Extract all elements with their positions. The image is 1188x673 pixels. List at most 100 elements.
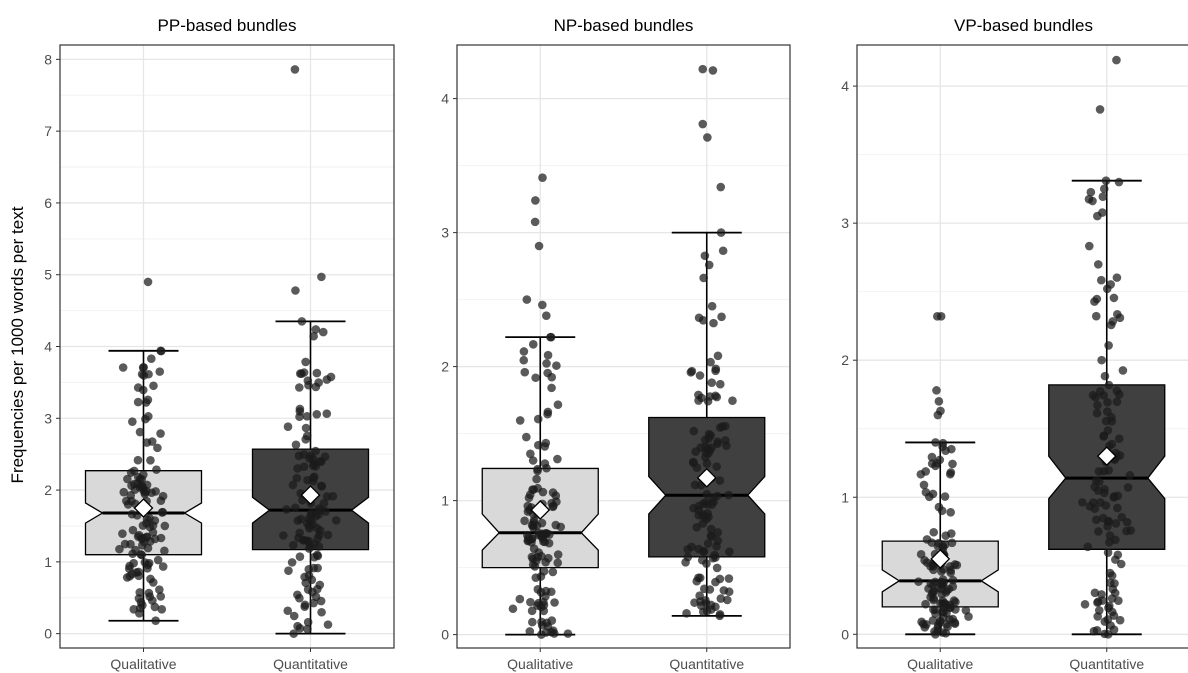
data-point: [543, 407, 553, 417]
data-point: [1114, 390, 1124, 399]
outlier-point: [538, 300, 547, 310]
data-point: [943, 622, 952, 632]
data-point: [713, 437, 722, 447]
data-point: [528, 456, 538, 465]
data-point: [715, 476, 725, 485]
data-point: [297, 317, 307, 326]
data-point: [537, 620, 547, 630]
outlier-point: [708, 66, 718, 75]
data-point: [284, 566, 293, 576]
data-point: [142, 438, 152, 447]
data-point: [155, 367, 165, 376]
data-point: [1114, 434, 1124, 443]
data-point: [323, 530, 333, 540]
data-point: [544, 553, 553, 563]
data-point: [728, 396, 737, 406]
data-point: [707, 378, 717, 387]
data-point: [1111, 519, 1121, 528]
data-point: [133, 455, 143, 465]
data-point: [1122, 517, 1132, 527]
data-point: [697, 555, 707, 565]
data-point: [701, 442, 710, 451]
data-point: [1091, 311, 1101, 321]
data-point: [312, 550, 322, 560]
data-point: [1104, 380, 1114, 390]
data-point: [914, 577, 923, 586]
y-tick-label: 6: [44, 195, 52, 211]
data-point: [322, 492, 332, 501]
data-point: [716, 594, 726, 603]
data-point: [713, 528, 723, 537]
mean-marker: [300, 485, 321, 506]
x-tick-label-quantitative: Quantitative: [669, 656, 744, 672]
data-point: [703, 509, 712, 518]
data-point: [929, 527, 939, 537]
data-point: [931, 438, 940, 447]
data-point: [713, 536, 723, 546]
data-point: [1116, 559, 1126, 569]
data-point: [1090, 588, 1100, 598]
data-point: [723, 595, 732, 605]
mean-marker: [530, 500, 551, 520]
data-point: [706, 524, 716, 534]
data-point: [702, 489, 712, 499]
data-point: [1080, 600, 1090, 609]
data-point: [932, 458, 942, 468]
data-point: [294, 533, 303, 543]
data-point: [1104, 466, 1113, 475]
data-point: [302, 411, 312, 421]
data-point: [305, 454, 314, 463]
data-point: [1094, 467, 1104, 476]
data-point: [703, 396, 713, 406]
outlier-point: [542, 311, 551, 320]
data-point: [1099, 184, 1109, 194]
data-point: [283, 606, 293, 616]
y-tick-label: 5: [44, 267, 52, 283]
data-point: [947, 444, 956, 454]
data-point: [303, 624, 312, 634]
data-point: [316, 596, 326, 606]
data-point: [941, 531, 951, 540]
data-point: [544, 538, 554, 548]
data-point: [921, 599, 930, 609]
data-point: [160, 521, 170, 531]
outlier-point: [143, 277, 153, 287]
data-point: [706, 600, 716, 610]
data-point: [1105, 568, 1115, 578]
data-point: [528, 560, 538, 569]
x-tick-label-qualitative: Qualitative: [110, 656, 176, 672]
data-point: [553, 454, 562, 464]
data-point: [289, 611, 299, 621]
x-tick-label-quantitative: Quantitative: [1069, 656, 1144, 672]
data-point: [1104, 341, 1113, 350]
data-point: [309, 331, 318, 341]
data-point: [135, 427, 145, 437]
y-tick-label: 3: [841, 215, 849, 231]
data-point: [700, 251, 710, 261]
data-point: [948, 614, 958, 624]
y-tick-label: 2: [441, 359, 449, 375]
data-point: [543, 368, 552, 378]
data-point: [527, 606, 537, 616]
data-point: [133, 383, 143, 392]
data-point: [515, 594, 525, 604]
data-point: [137, 481, 147, 491]
data-point: [1093, 211, 1102, 221]
y-tick-label: 2: [44, 482, 52, 498]
data-point: [540, 442, 550, 451]
data-point: [916, 469, 926, 479]
chart-panel-2: 0 1 2 3 4 NP-based bundles Qualitative Quantita…: [441, 16, 791, 672]
outlier-point: [530, 217, 540, 227]
data-point: [548, 488, 558, 497]
data-point: [156, 533, 166, 543]
data-point: [303, 585, 313, 594]
data-point: [1091, 393, 1100, 402]
chart-panel-1: 0 1 2 3 4 5 6 7 8 PP-based bundles Qualitative Quan…: [44, 16, 395, 672]
data-point: [1123, 483, 1133, 492]
data-point: [922, 535, 932, 544]
data-point: [295, 593, 304, 603]
data-point: [936, 584, 946, 594]
data-point: [1101, 501, 1111, 510]
outlier-point: [1112, 55, 1121, 65]
data-point: [563, 629, 573, 638]
